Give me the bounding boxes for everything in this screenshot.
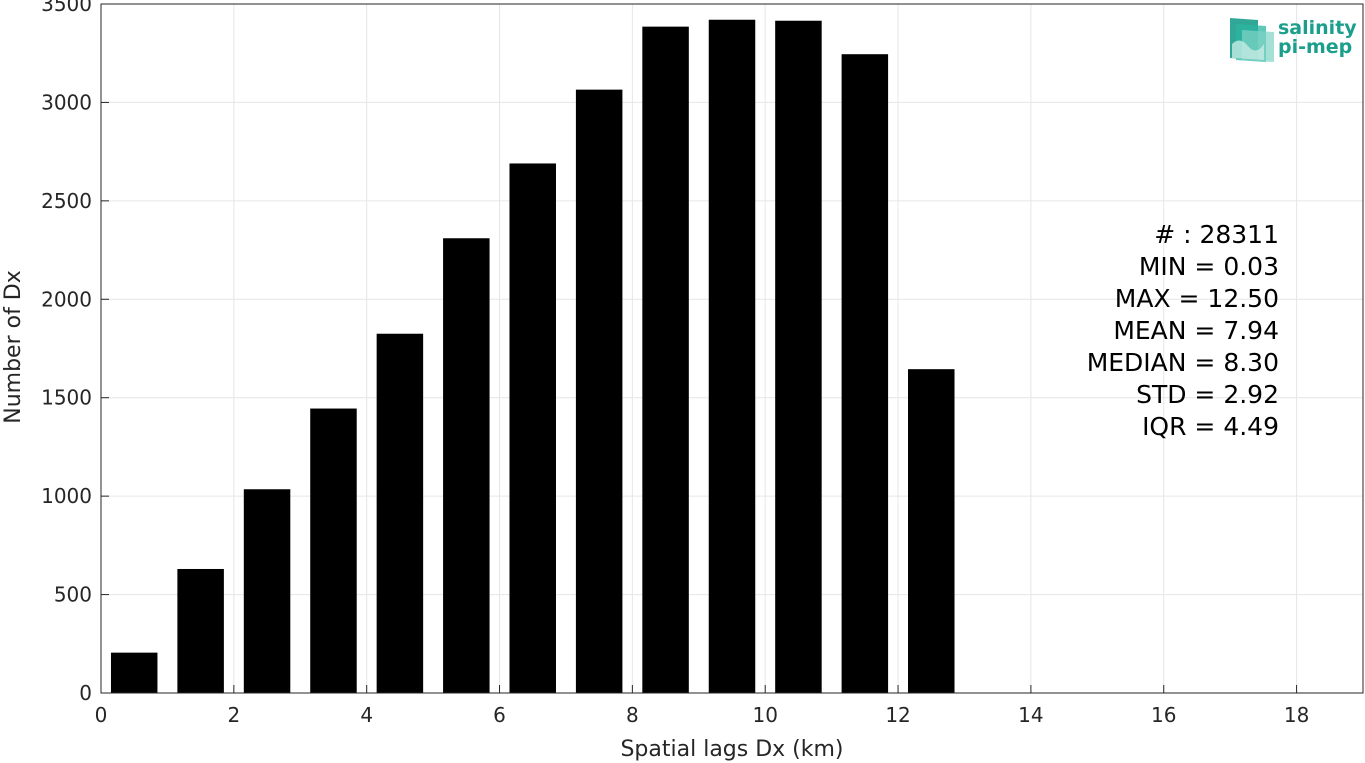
- histogram-bar: [908, 369, 955, 693]
- x-tick-label: 4: [360, 703, 373, 727]
- x-tick-label: 14: [1018, 703, 1043, 727]
- histogram-bar: [708, 19, 756, 693]
- x-tick-label: 8: [626, 703, 639, 727]
- x-tick-label: 12: [885, 703, 910, 727]
- x-tick-label: 6: [493, 703, 506, 727]
- y-tick-label: 1000: [41, 484, 92, 508]
- histogram-bar: [443, 238, 490, 693]
- histogram-bar: [509, 163, 556, 693]
- y-tick-label: 2000: [41, 287, 92, 311]
- histogram-bar: [575, 89, 623, 693]
- y-tick-label: 3000: [41, 90, 92, 114]
- histogram-bar: [110, 652, 158, 693]
- salinity-pi-mep-logo: salinity pi-mep: [1230, 17, 1357, 62]
- histogram-bar: [243, 489, 291, 693]
- stats-line: MIN = 0.03: [1139, 252, 1279, 281]
- y-axis-title: Number of Dx: [1, 270, 26, 424]
- histogram-bar: [310, 408, 357, 693]
- x-tick-label: 16: [1151, 703, 1176, 727]
- histogram-bar: [775, 20, 822, 694]
- stats-line: MEAN = 7.94: [1113, 316, 1279, 345]
- bars: [110, 19, 955, 694]
- y-tick-label: 3500: [41, 0, 92, 16]
- x-tick-label: 10: [752, 703, 777, 727]
- y-tick-label: 2500: [41, 189, 92, 213]
- x-tick-label: 18: [1284, 703, 1309, 727]
- logo-text-salinity: salinity: [1278, 17, 1357, 39]
- y-tick-label: 500: [54, 583, 92, 607]
- histogram-bar: [177, 568, 224, 693]
- histogram-bar: [376, 333, 424, 693]
- x-axis-title: Spatial lags Dx (km): [620, 737, 843, 762]
- stats-line: IQR = 4.49: [1142, 412, 1279, 441]
- stats-line: MAX = 12.50: [1115, 284, 1279, 313]
- ticks: 0 2 4 6 8 10 12 14 16 18 0 500 1000 1500 2000 2500 3000 3…: [41, 0, 1309, 727]
- plot-frame: [100, 3, 1364, 694]
- stats-line: STD = 2.92: [1136, 380, 1279, 409]
- histogram-bar: [841, 54, 889, 694]
- x-tick-label: 2: [227, 703, 240, 727]
- logo-text-pi-mep: pi-mep: [1278, 36, 1352, 58]
- wave-logo-icon: [1230, 18, 1274, 62]
- x-tick-label: 0: [95, 703, 108, 727]
- stats-line: MEDIAN = 8.30: [1087, 348, 1279, 377]
- histogram-bar: [642, 26, 689, 694]
- stats-line: # : 28311: [1154, 220, 1279, 249]
- y-tick-label: 1500: [41, 386, 92, 410]
- stats-box: # : 28311 MIN = 0.03 MAX = 12.50 MEAN = 7.9…: [1087, 220, 1279, 441]
- y-tick-label: 0: [79, 681, 92, 705]
